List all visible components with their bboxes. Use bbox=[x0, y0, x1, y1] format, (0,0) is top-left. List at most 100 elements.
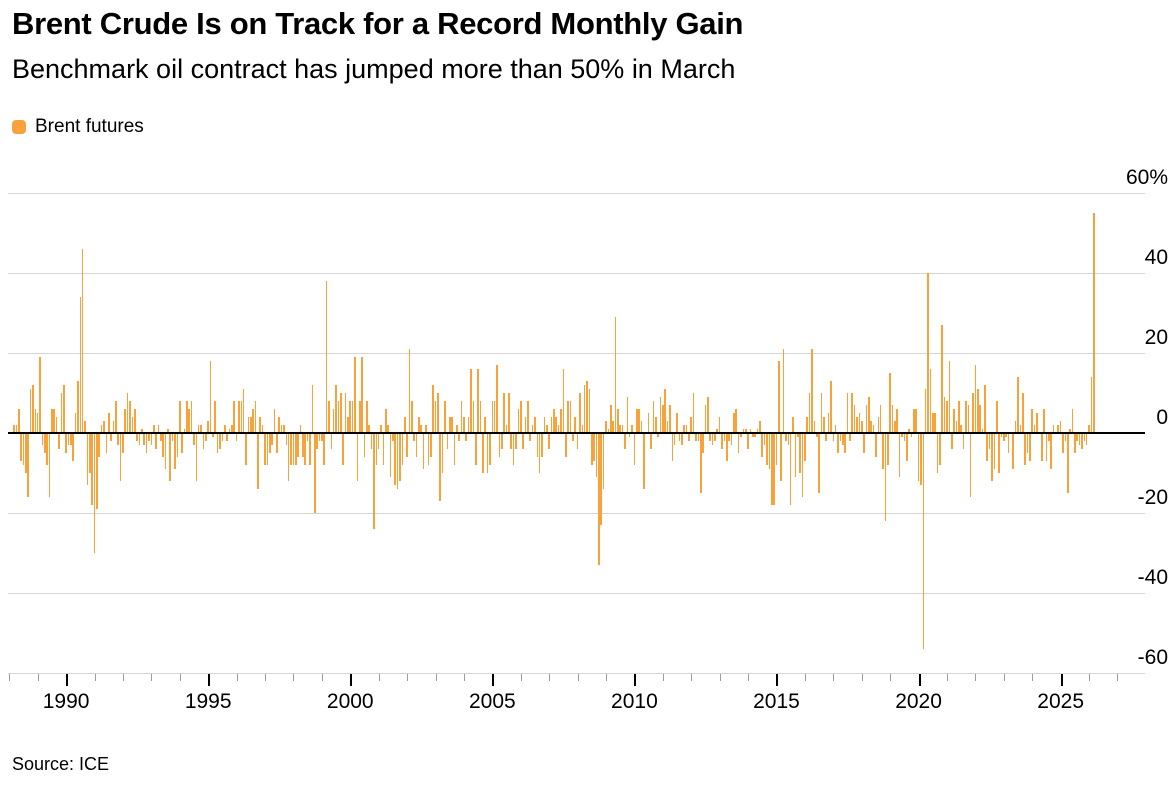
brent-monthly-bar bbox=[1019, 425, 1022, 433]
brent-monthly-bar bbox=[1057, 425, 1060, 433]
brent-monthly-bar bbox=[534, 417, 536, 433]
brent-monthly-bar bbox=[877, 417, 880, 433]
brent-monthly-bar bbox=[356, 433, 359, 481]
brent-monthly-bar bbox=[195, 433, 198, 481]
brent-monthly-bar bbox=[680, 433, 683, 445]
brent-monthly-bar bbox=[432, 385, 434, 433]
brent-monthly-bar bbox=[875, 433, 877, 457]
brent-monthly-bar bbox=[612, 421, 614, 433]
brent-monthly-bar bbox=[1052, 425, 1055, 433]
brent-monthly-bar bbox=[32, 385, 34, 433]
brent-monthly-bar bbox=[422, 433, 425, 469]
brent-monthly-bar bbox=[465, 433, 468, 441]
brent-monthly-bar bbox=[107, 413, 110, 433]
brent-monthly-bar bbox=[1090, 377, 1093, 433]
brent-monthly-bar bbox=[205, 433, 207, 441]
brent-monthly-bar bbox=[39, 357, 41, 433]
brent-monthly-bar bbox=[628, 433, 631, 437]
brent-monthly-bar bbox=[1005, 433, 1007, 437]
brent-monthly-bar bbox=[858, 413, 861, 433]
brent-monthly-bar bbox=[349, 401, 352, 433]
brent-monthly-bar bbox=[354, 357, 356, 433]
y-axis-label: 40 bbox=[1144, 246, 1168, 269]
brent-monthly-bar bbox=[115, 401, 117, 433]
brent-monthly-bar bbox=[325, 281, 328, 433]
brent-monthly-bar bbox=[221, 433, 224, 441]
brent-monthly-bar bbox=[451, 417, 453, 433]
brent-monthly-bar bbox=[141, 429, 143, 433]
brent-monthly-bar bbox=[515, 433, 517, 449]
brent-monthly-bar bbox=[74, 413, 77, 433]
brent-monthly-bar bbox=[697, 433, 700, 441]
x-minor-tick bbox=[577, 674, 579, 681]
brent-monthly-bar bbox=[652, 401, 655, 433]
brent-monthly-bar bbox=[920, 433, 922, 485]
brent-monthly-bar bbox=[1043, 409, 1045, 433]
brent-monthly-bar bbox=[974, 365, 977, 433]
brent-monthly-bar bbox=[747, 433, 749, 449]
brent-monthly-bar bbox=[657, 433, 659, 437]
brent-monthly-bar bbox=[972, 393, 974, 433]
brent-monthly-bar bbox=[650, 433, 652, 449]
brent-monthly-bar bbox=[683, 425, 685, 433]
brent-monthly-bar bbox=[311, 385, 314, 433]
brent-monthly-bar bbox=[347, 417, 349, 433]
brent-monthly-bar bbox=[863, 433, 865, 453]
brent-monthly-bar bbox=[335, 385, 337, 433]
brent-monthly-bar bbox=[1024, 433, 1026, 465]
brent-monthly-bar bbox=[181, 433, 183, 453]
brent-monthly-bar bbox=[429, 433, 432, 457]
brent-monthly-bar bbox=[46, 433, 48, 465]
brent-monthly-bar bbox=[896, 409, 899, 433]
brent-monthly-bar bbox=[723, 433, 726, 441]
x-major-tick bbox=[1060, 674, 1063, 686]
x-minor-tick bbox=[179, 674, 181, 681]
brent-monthly-bar bbox=[704, 405, 707, 433]
brent-monthly-bar bbox=[20, 433, 22, 461]
x-minor-tick bbox=[549, 674, 551, 681]
brent-monthly-bar bbox=[67, 433, 70, 445]
brent-monthly-bar bbox=[304, 433, 307, 465]
brent-monthly-bar bbox=[384, 409, 387, 433]
brent-monthly-bar bbox=[287, 433, 290, 481]
brent-monthly-bar bbox=[742, 429, 745, 433]
brent-monthly-bar bbox=[801, 433, 804, 497]
brent-monthly-bar bbox=[15, 425, 18, 433]
brent-monthly-bar bbox=[917, 433, 920, 481]
brent-monthly-bar bbox=[351, 401, 354, 433]
brent-monthly-bar bbox=[714, 433, 716, 441]
brent-monthly-bar bbox=[749, 429, 752, 433]
brent-monthly-bar bbox=[638, 409, 640, 433]
brent-monthly-bar bbox=[467, 417, 470, 433]
brent-monthly-bar bbox=[806, 417, 809, 433]
brent-monthly-bar bbox=[595, 433, 598, 477]
zero-baseline bbox=[8, 432, 1145, 434]
x-minor-tick bbox=[804, 674, 806, 681]
x-minor-tick bbox=[122, 674, 124, 681]
brent-monthly-bar bbox=[725, 433, 728, 461]
brent-monthly-bar bbox=[664, 389, 666, 433]
brent-monthly-bar bbox=[1000, 433, 1003, 437]
brent-monthly-bar bbox=[493, 401, 496, 433]
brent-monthly-bar bbox=[129, 401, 131, 433]
brent-monthly-bar bbox=[344, 393, 347, 433]
brent-monthly-bar bbox=[200, 425, 202, 433]
brent-monthly-bar bbox=[1074, 433, 1076, 453]
x-axis-label: 2025 bbox=[1037, 690, 1084, 713]
brent-monthly-bar bbox=[678, 433, 681, 441]
brent-monthly-bar bbox=[48, 433, 51, 497]
brent-monthly-bar bbox=[891, 405, 894, 433]
brent-monthly-bar bbox=[411, 401, 413, 433]
brent-monthly-bar bbox=[789, 433, 792, 505]
brent-monthly-bar bbox=[889, 373, 891, 433]
brent-monthly-bar bbox=[1069, 429, 1071, 433]
brent-monthly-bar bbox=[856, 417, 858, 433]
brent-monthly-bar bbox=[1083, 433, 1086, 441]
brent-monthly-bar bbox=[1014, 421, 1017, 433]
brent-monthly-bar bbox=[884, 433, 887, 521]
brent-monthly-bar bbox=[709, 433, 711, 441]
chart-subtitle: Benchmark oil contract has jumped more t… bbox=[12, 54, 736, 84]
brent-monthly-bar bbox=[418, 417, 420, 433]
brent-monthly-bar bbox=[633, 433, 636, 465]
brent-monthly-bar bbox=[34, 409, 37, 433]
